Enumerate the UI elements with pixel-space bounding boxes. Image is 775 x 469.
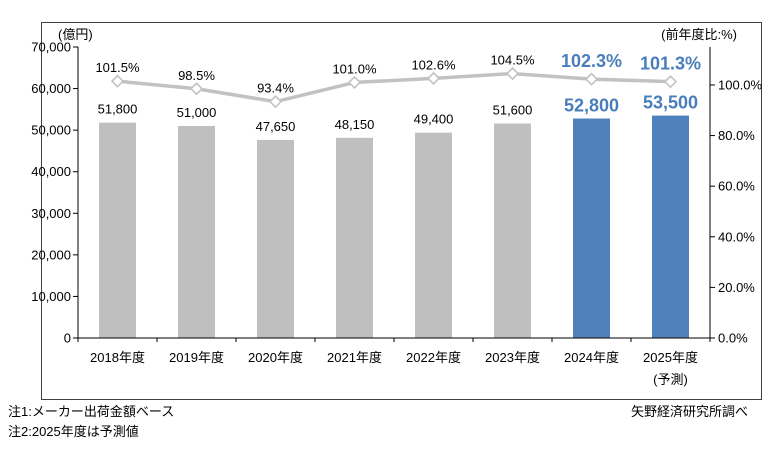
x-category-label-2024年度: 2024年度: [564, 350, 619, 365]
bar-2023年度: [494, 123, 531, 339]
line-value-label-2024年度: 102.3%: [561, 51, 622, 71]
line-marker-2025年度: [663, 75, 678, 89]
line-marker-2020年度: [268, 95, 283, 109]
line-marker-2023年度: [505, 66, 520, 81]
right-axis-tick-label: 20.0%: [718, 280, 755, 295]
footnote-2: 注2:2025年度は予測値: [8, 424, 139, 439]
x-category-label-2019年度: 2019年度: [169, 350, 224, 365]
left-axis-tick-label: 30,000: [31, 206, 71, 221]
x-category-label-2020年度: 2020年度: [248, 350, 303, 365]
x-category-label-2018年度: 2018年度: [90, 350, 145, 365]
bar-2024年度: [573, 118, 610, 338]
line-marker-2018年度: [110, 74, 125, 88]
right-axis-tick-label: 60.0%: [718, 179, 755, 194]
source-credit: 矢野経済研究所調べ: [630, 404, 748, 419]
bar-value-label-2019年度: 51,000: [177, 105, 217, 120]
right-axis-tick-label: 0.0%: [718, 331, 748, 346]
right-axis-tick-label: 80.0%: [718, 128, 755, 143]
bar-value-label-2021年度: 48,150: [335, 117, 375, 132]
left-axis-tick-label: 70,000: [31, 40, 71, 55]
line-series: [115, 71, 673, 104]
bar-2021年度: [336, 137, 373, 338]
line-value-label-2020年度: 93.4%: [257, 81, 294, 96]
left-axis-unit-label: (億円): [58, 27, 93, 42]
line-value-label-2025年度: 101.3%: [640, 54, 701, 74]
right-axis-tick-label: 100.0%: [718, 77, 763, 92]
right-axis-tick-label: 40.0%: [718, 229, 755, 244]
left-axis-tick-label: 20,000: [31, 247, 71, 262]
bar-value-label-2025年度: 53,500: [643, 93, 698, 113]
line-value-label-2019年度: 98.5%: [178, 68, 215, 83]
bar-value-label-2018年度: 51,800: [98, 102, 138, 117]
bar-2022年度: [415, 132, 452, 338]
line-marker-2022年度: [426, 71, 441, 86]
bar-value-label-2020年度: 47,650: [256, 119, 296, 134]
chart-border: [41, 22, 762, 400]
bar-value-label-2024年度: 52,800: [564, 96, 619, 116]
left-axis-tick-label: 40,000: [31, 164, 71, 179]
x-category-sublabel-2025年度: (予測): [653, 372, 688, 387]
bar-value-label-2023年度: 51,600: [493, 102, 533, 117]
bar-2025年度: [652, 115, 689, 338]
x-category-label-2023年度: 2023年度: [485, 350, 540, 365]
footnote-1: 注1:メーカー出荷金額ベース: [8, 404, 175, 419]
left-axis-tick-label: 60,000: [31, 81, 71, 96]
line-marker-2019年度: [189, 82, 204, 96]
line-value-label-2021年度: 101.0%: [332, 61, 377, 76]
left-axis-tick-label: 0: [64, 331, 71, 346]
line-value-label-2018年度: 101.5%: [95, 60, 140, 75]
bar-value-label-2022年度: 49,400: [414, 112, 454, 127]
line-value-label-2022年度: 102.6%: [411, 57, 456, 72]
x-category-label-2022年度: 2022年度: [406, 350, 461, 365]
x-category-label-2021年度: 2021年度: [327, 350, 382, 365]
x-category-label-2025年度: 2025年度: [643, 350, 698, 365]
line-marker-2024年度: [584, 72, 599, 86]
bar-2019年度: [178, 125, 215, 338]
left-axis-tick-label: 50,000: [31, 123, 71, 138]
line-value-label-2023年度: 104.5%: [490, 53, 535, 68]
line-marker-2021年度: [347, 75, 362, 90]
left-axis-tick-label: 10,000: [31, 289, 71, 304]
bar-2018年度: [99, 122, 136, 338]
right-axis-unit-label: (前年度比:%): [661, 27, 737, 42]
bar-2020年度: [257, 139, 294, 338]
